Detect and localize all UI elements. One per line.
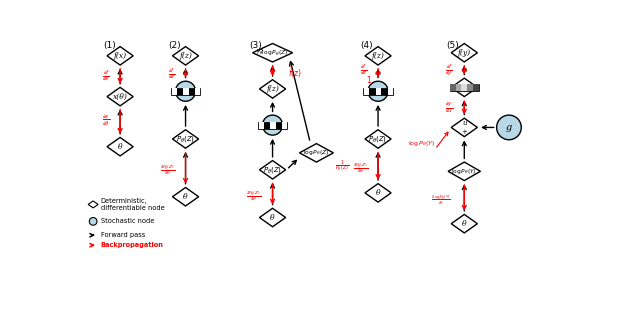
Text: (1): (1) xyxy=(103,40,116,50)
Text: Stochastic node: Stochastic node xyxy=(101,218,154,224)
Text: $\log P_\theta(Y)$: $\log P_\theta(Y)$ xyxy=(408,139,435,148)
Text: $P_\theta(Z)$: $P_\theta(Z)$ xyxy=(263,165,282,175)
Text: $\frac{\partial f}{\partial x}$: $\frac{\partial f}{\partial x}$ xyxy=(102,68,110,83)
Text: $P_\theta(Z)$: $P_\theta(Z)$ xyxy=(369,134,388,144)
Circle shape xyxy=(175,81,196,101)
Text: $\frac{\partial f}{\partial z}$: $\frac{\partial f}{\partial z}$ xyxy=(168,66,175,81)
Bar xyxy=(388,88,393,95)
Text: θ: θ xyxy=(270,214,275,222)
Text: z: z xyxy=(270,121,275,129)
Text: $\frac{\partial f}{\partial z}$: $\frac{\partial f}{\partial z}$ xyxy=(360,62,368,77)
Polygon shape xyxy=(451,118,477,137)
Bar xyxy=(172,88,177,95)
Bar xyxy=(259,122,264,129)
Text: (3): (3) xyxy=(250,40,262,50)
Bar xyxy=(171,88,200,95)
Text: Deterministic,
differentiable node: Deterministic, differentiable node xyxy=(101,198,164,211)
Polygon shape xyxy=(365,184,391,202)
Polygon shape xyxy=(88,201,98,208)
Bar xyxy=(271,122,276,129)
Text: f(z): f(z) xyxy=(266,85,279,93)
Text: z: z xyxy=(184,87,188,95)
Text: $\log P_\theta(Z)$: $\log P_\theta(Z)$ xyxy=(303,148,330,157)
Polygon shape xyxy=(300,144,333,162)
Bar xyxy=(450,84,456,91)
Text: Backpropagation: Backpropagation xyxy=(101,242,164,248)
Text: $\frac{1}{P_\theta(Z)}$: $\frac{1}{P_\theta(Z)}$ xyxy=(335,158,349,173)
Circle shape xyxy=(368,81,388,101)
Text: $\frac{\partial P_\theta(Z)}{\partial \theta}$: $\frac{\partial P_\theta(Z)}{\partial \t… xyxy=(246,189,262,203)
Text: (2): (2) xyxy=(168,40,180,50)
Text: f(x): f(x) xyxy=(113,52,127,60)
Text: $\hat{f}\nabla\log P_\theta(Z)$: $\hat{f}\nabla\log P_\theta(Z)$ xyxy=(257,47,289,58)
Text: z: z xyxy=(376,87,380,95)
Text: g: g xyxy=(506,123,512,132)
Bar xyxy=(450,84,479,91)
Circle shape xyxy=(90,217,97,225)
Bar xyxy=(376,88,381,95)
Text: y: y xyxy=(462,83,467,91)
Bar xyxy=(184,88,189,95)
Bar xyxy=(258,122,287,129)
Text: $\frac{\partial P_\theta(Z)}{\partial \theta}$: $\frac{\partial P_\theta(Z)}{\partial \t… xyxy=(160,163,175,177)
Polygon shape xyxy=(259,208,285,227)
Text: f(z): f(z) xyxy=(179,52,192,60)
Circle shape xyxy=(262,115,283,135)
Text: $\frac{\partial f}{\partial y}$: $\frac{\partial f}{\partial y}$ xyxy=(445,63,454,78)
Text: $\log P_\theta(Y)$: $\log P_\theta(Y)$ xyxy=(451,167,477,176)
Bar xyxy=(195,88,200,95)
Polygon shape xyxy=(451,214,477,233)
Text: θ: θ xyxy=(376,189,380,197)
Text: $\frac{\partial y}{\partial u}$: $\frac{\partial y}{\partial u}$ xyxy=(445,100,454,115)
Circle shape xyxy=(497,115,521,140)
Text: θ: θ xyxy=(183,193,188,201)
Bar xyxy=(282,122,287,129)
Text: $\hat{f}(z)$: $\hat{f}(z)$ xyxy=(288,65,302,80)
Polygon shape xyxy=(451,78,477,97)
Polygon shape xyxy=(365,130,391,148)
Polygon shape xyxy=(253,43,292,62)
Polygon shape xyxy=(172,130,198,148)
Polygon shape xyxy=(259,160,285,179)
Polygon shape xyxy=(107,137,133,156)
Polygon shape xyxy=(172,188,198,206)
Bar xyxy=(461,84,467,91)
Bar xyxy=(467,84,473,91)
Polygon shape xyxy=(107,87,133,106)
Polygon shape xyxy=(451,43,477,62)
Text: (4): (4) xyxy=(360,40,373,50)
Text: $\frac{\partial \log P_\theta(Y)}{\partial \theta}$: $\frac{\partial \log P_\theta(Y)}{\parti… xyxy=(431,193,451,206)
Polygon shape xyxy=(365,47,391,65)
Text: x(θ): x(θ) xyxy=(113,93,127,101)
Bar xyxy=(456,84,461,91)
Polygon shape xyxy=(172,47,198,65)
Text: θ: θ xyxy=(118,143,122,151)
Polygon shape xyxy=(107,47,133,65)
Text: u
+: u + xyxy=(461,119,467,136)
Text: θ: θ xyxy=(462,220,467,228)
Text: f(z): f(z) xyxy=(372,52,385,60)
Bar xyxy=(364,88,369,95)
Text: (5): (5) xyxy=(447,40,460,50)
Polygon shape xyxy=(448,162,481,180)
Text: Forward pass: Forward pass xyxy=(101,232,145,238)
Text: $1$: $1$ xyxy=(366,74,372,85)
Text: $P_\theta(Z)$: $P_\theta(Z)$ xyxy=(176,134,195,144)
Text: $\frac{\partial x}{\partial \theta}$: $\frac{\partial x}{\partial \theta}$ xyxy=(102,113,110,128)
Polygon shape xyxy=(259,80,285,98)
Bar xyxy=(473,84,479,91)
Bar xyxy=(364,88,393,95)
Text: f(y): f(y) xyxy=(458,49,471,57)
Text: $\frac{\partial P_\theta(Z)}{\partial \theta}$: $\frac{\partial P_\theta(Z)}{\partial \t… xyxy=(353,161,368,175)
